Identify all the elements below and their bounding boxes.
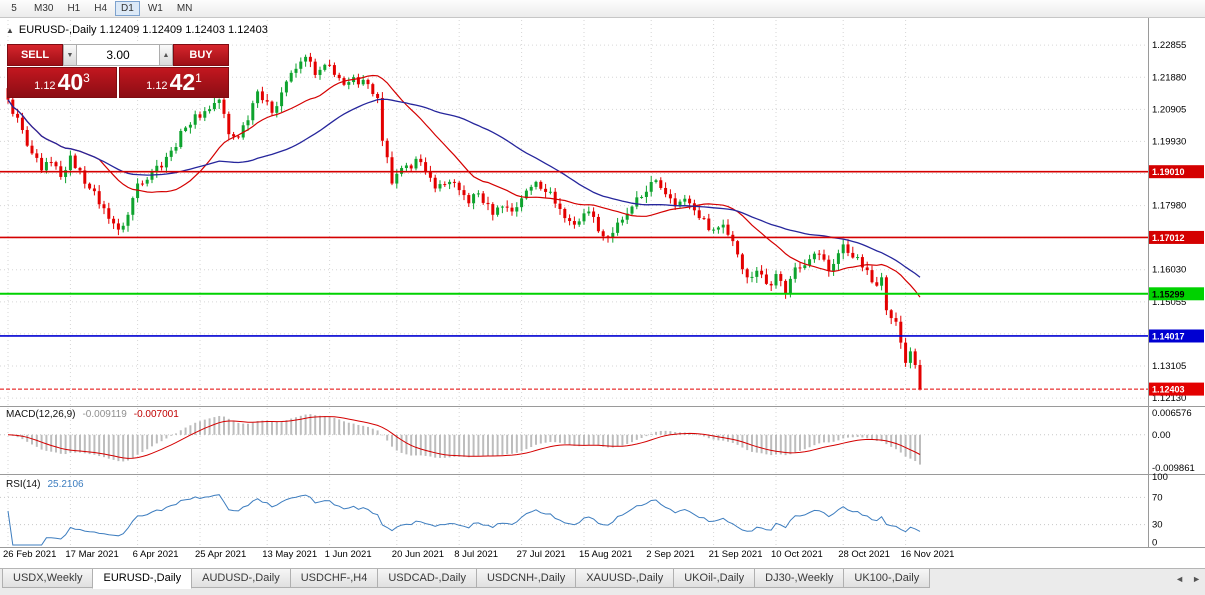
svg-text:26 Feb 2021: 26 Feb 2021 [3, 549, 56, 560]
svg-text:1.15055: 1.15055 [1152, 297, 1186, 308]
svg-text:21 Sep 2021: 21 Sep 2021 [709, 549, 763, 560]
chart-tab-USDCHF-H4[interactable]: USDCHF-,H4 [289, 569, 379, 588]
sell-price-point: 3 [83, 71, 90, 85]
volume-increase-button[interactable]: ▲ [159, 44, 173, 66]
buy-price-base: 1.12 [146, 80, 168, 92]
svg-text:1.21880: 1.21880 [1152, 72, 1186, 83]
svg-text:1.17980: 1.17980 [1152, 201, 1186, 212]
timeframe-button-MN[interactable]: MN [176, 3, 193, 14]
svg-text:30: 30 [1152, 520, 1163, 531]
chart-area: 1.22855 1.21880 1.20905 1.19930 1.17980 1.160… [0, 18, 1205, 568]
macd-main-value: -0.009119 [82, 409, 127, 420]
rsi-indicator-label: RSI(14) 25.2106 [6, 479, 84, 490]
buy-button[interactable]: BUY [173, 44, 229, 66]
candles-layer [6, 52, 922, 391]
macd-layer [0, 414, 1148, 465]
chart-tab-USDX-Weekly[interactable]: USDX,Weekly [2, 569, 94, 588]
rsi-value: 25.2106 [47, 479, 84, 490]
moving-averages-layer [7, 74, 921, 298]
timeframe-button-W1[interactable]: W1 [147, 3, 163, 14]
svg-text:1.14017: 1.14017 [1152, 331, 1185, 341]
tab-scroll-controls: ◄ ► [1175, 574, 1201, 584]
chart-ohlc-line: ▲ EURUSD-,Daily 1.12409 1.12409 1.12403 … [6, 24, 268, 36]
chart-tab-XAUUSD-Daily[interactable]: XAUUSD-,Daily [575, 569, 675, 588]
svg-text:1 Jun 2021: 1 Jun 2021 [325, 549, 372, 560]
chart-tab-USDCAD-Daily[interactable]: USDCAD-,Daily [377, 569, 477, 588]
grid-layer [0, 20, 1148, 548]
timeframe-button-5[interactable]: 5 [11, 3, 17, 14]
tabs-scroll-right-button[interactable]: ► [1192, 574, 1201, 584]
chart-tabs-strip: USDX,Weekly EURUSD-,Daily AUDUSD-,Daily USD… [0, 569, 1205, 589]
svg-text:0.00: 0.00 [1152, 430, 1171, 441]
chart-tab-UK100-Daily[interactable]: UK100-,Daily [843, 569, 931, 588]
collapse-trade-panel-icon[interactable]: ▲ [6, 25, 14, 35]
svg-text:2 Sep 2021: 2 Sep 2021 [646, 549, 695, 560]
one-click-trading-panel: SELL ▼ 3.00 ▲ BUY 1.12 40 3 1.12 42 1 [7, 44, 229, 98]
svg-text:1.12130: 1.12130 [1152, 393, 1186, 404]
svg-text:8 Jul 2021: 8 Jul 2021 [454, 549, 498, 560]
svg-text:10 Oct 2021: 10 Oct 2021 [771, 549, 823, 560]
axes-layer [0, 18, 1205, 548]
sell-price-pips: 40 [57, 69, 84, 95]
trade-prices-row: 1.12 40 3 1.12 42 1 [7, 67, 229, 98]
svg-text:1.16030: 1.16030 [1152, 265, 1186, 276]
buy-price-pips: 42 [169, 69, 196, 95]
sell-price-display[interactable]: 1.12 40 3 [7, 67, 117, 98]
svg-text:100: 100 [1152, 472, 1168, 483]
svg-text:20 Jun 2021: 20 Jun 2021 [392, 549, 444, 560]
timeframe-button-M30[interactable]: M30 [34, 3, 54, 14]
svg-text:6 Apr 2021: 6 Apr 2021 [133, 549, 179, 560]
svg-text:27 Jul 2021: 27 Jul 2021 [517, 549, 566, 560]
rsi-layer [0, 494, 1148, 546]
svg-text:1.22855: 1.22855 [1152, 40, 1186, 51]
svg-text:15 Aug 2021: 15 Aug 2021 [579, 549, 632, 560]
svg-text:13 May 2021: 13 May 2021 [262, 549, 317, 560]
svg-text:28 Oct 2021: 28 Oct 2021 [838, 549, 890, 560]
macd-indicator-label: MACD(12,26,9) -0.009119 -0.007001 [6, 409, 179, 420]
chart-tab-USDCNH-Daily[interactable]: USDCNH-,Daily [475, 569, 577, 588]
chart-tabs-bar: USDX,Weekly EURUSD-,Daily AUDUSD-,Daily USD… [0, 568, 1205, 595]
price-chart[interactable]: 1.22855 1.21880 1.20905 1.19930 1.17980 1.160… [0, 18, 1205, 568]
timeframe-button-H4[interactable]: H4 [94, 3, 108, 14]
rsi-name: RSI(14) [6, 479, 41, 490]
svg-text:0: 0 [1152, 538, 1157, 549]
sell-button[interactable]: SELL [7, 44, 63, 66]
buy-price-display[interactable]: 1.12 42 1 [119, 67, 229, 98]
svg-text:17 Mar 2021: 17 Mar 2021 [65, 549, 118, 560]
buy-price-point: 1 [195, 71, 202, 85]
sell-price-base: 1.12 [34, 80, 56, 92]
horizontal-lines-layer[interactable] [0, 170, 1148, 390]
ohlc-text: EURUSD-,Daily 1.12409 1.12409 1.12403 1.… [18, 24, 268, 36]
axis-labels-layer: 1.22855 1.21880 1.20905 1.19930 1.17980 1.160… [3, 40, 1204, 560]
svg-text:25 Apr 2021: 25 Apr 2021 [195, 549, 246, 560]
svg-text:1.19010: 1.19010 [1152, 167, 1185, 177]
timeframe-toolbar: 5 M30 H1 H4 D1 W1 MN [0, 0, 1205, 18]
chart-tab-EURUSD-Daily[interactable]: EURUSD-,Daily [92, 569, 193, 589]
volume-input[interactable]: 3.00 [77, 44, 159, 66]
svg-text:1.12403: 1.12403 [1152, 385, 1185, 395]
svg-text:1.19930: 1.19930 [1152, 136, 1186, 147]
svg-text:-0.009861: -0.009861 [1152, 463, 1195, 474]
trade-controls-row: SELL ▼ 3.00 ▲ BUY [7, 44, 229, 66]
macd-signal-value: -0.007001 [133, 409, 179, 420]
svg-text:1.17012: 1.17012 [1152, 233, 1185, 243]
macd-name: MACD(12,26,9) [6, 409, 76, 420]
svg-text:1.13105: 1.13105 [1152, 361, 1186, 372]
svg-text:1.20905: 1.20905 [1152, 104, 1186, 115]
timeframe-button-D1[interactable]: D1 [115, 1, 140, 16]
svg-text:70: 70 [1152, 492, 1163, 503]
chart-tab-AUDUSD-Daily[interactable]: AUDUSD-,Daily [191, 569, 291, 588]
chart-tab-DJ30-Weekly[interactable]: DJ30-,Weekly [754, 569, 845, 588]
svg-text:1.15299: 1.15299 [1152, 289, 1185, 299]
timeframe-button-H1[interactable]: H1 [67, 3, 81, 14]
volume-decrease-button[interactable]: ▼ [63, 44, 77, 66]
svg-text:16 Nov 2021: 16 Nov 2021 [901, 549, 955, 560]
chart-tab-UKOil-Daily[interactable]: UKOil-,Daily [673, 569, 756, 588]
tabs-scroll-left-button[interactable]: ◄ [1175, 574, 1185, 584]
svg-text:0.006576: 0.006576 [1152, 408, 1192, 419]
